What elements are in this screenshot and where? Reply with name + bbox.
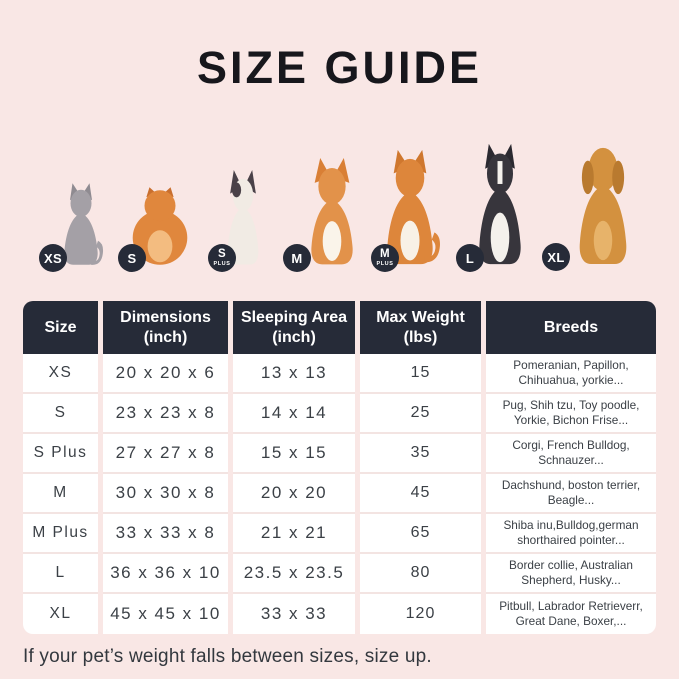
cell-max-weight: 25 xyxy=(360,394,481,434)
col-header-size: Size xyxy=(23,301,98,354)
size-table: Size Dimensions (inch) Sleeping Area (in… xyxy=(23,301,656,634)
cell-max-weight: 120 xyxy=(360,594,481,634)
table-header-row: Size Dimensions (inch) Sleeping Area (in… xyxy=(23,301,656,354)
badge-label: L xyxy=(465,250,475,266)
cell-sleeping-area: 23.5 x 23.5 xyxy=(233,554,355,594)
size-badge-s-plus: S PLUS xyxy=(208,244,236,272)
pets-row: XS S S PLUS xyxy=(0,130,679,290)
badge-label: XS xyxy=(44,250,62,266)
table-row: L 36 x 36 x 10 23.5 x 23.5 80 Border col… xyxy=(23,554,656,594)
header-line1: Max Weight xyxy=(376,309,465,327)
cell-max-weight: 35 xyxy=(360,434,481,474)
cell-max-weight: 80 xyxy=(360,554,481,594)
cell-size: XL xyxy=(23,594,98,634)
header-line1: Sleeping Area xyxy=(240,309,348,327)
cell-max-weight: 65 xyxy=(360,514,481,554)
header-line1: Dimensions xyxy=(120,309,211,327)
cell-breeds: Border collie, Australian Shepherd, Husk… xyxy=(486,554,656,594)
french-bulldog-icon xyxy=(227,170,259,265)
cell-size: S Plus xyxy=(23,434,98,474)
cell-dimensions: 20 x 20 x 6 xyxy=(103,354,228,394)
table-body: XS 20 x 20 x 6 13 x 13 15 Pomeranian, Pa… xyxy=(23,354,656,634)
badge-sublabel: PLUS xyxy=(213,260,231,267)
header-line2: (inch) xyxy=(272,328,316,346)
border-collie-icon xyxy=(479,143,521,265)
table-row: XL 45 x 45 x 10 33 x 33 120 Pitbull, Lab… xyxy=(23,594,656,634)
cell-breeds: Pomeranian, Papillon, Chihuahua, yorkie.… xyxy=(486,354,656,394)
pet-shiba-inu-illustration xyxy=(376,148,444,266)
col-header-sleeping-area: Sleeping Area (inch) xyxy=(233,301,355,354)
cell-dimensions: 30 x 30 x 8 xyxy=(103,474,228,514)
col-header-dimensions: Dimensions (inch) xyxy=(103,301,228,354)
cell-size: M Plus xyxy=(23,514,98,554)
cell-size: XS xyxy=(23,354,98,394)
col-header-breeds: Breeds xyxy=(486,301,656,354)
cell-max-weight: 45 xyxy=(360,474,481,514)
header-line1: Breeds xyxy=(543,318,599,336)
cell-size: L xyxy=(23,554,98,594)
cell-sleeping-area: 33 x 33 xyxy=(233,594,355,634)
cell-dimensions: 23 x 23 x 8 xyxy=(103,394,228,434)
cell-dimensions: 33 x 33 x 8 xyxy=(103,514,228,554)
pet-border-collie-illustration xyxy=(469,142,531,266)
size-badge-s: S xyxy=(118,244,146,272)
cell-breeds: Dachshund, boston terrier, Beagle... xyxy=(486,474,656,514)
cell-sleeping-area: 20 x 20 xyxy=(233,474,355,514)
cell-dimensions: 27 x 27 x 8 xyxy=(103,434,228,474)
badge-label: M xyxy=(291,250,303,266)
size-badge-l: L xyxy=(456,244,484,272)
table-row: XS 20 x 20 x 6 13 x 13 15 Pomeranian, Pa… xyxy=(23,354,656,394)
badge-sublabel: PLUS xyxy=(376,260,394,267)
cell-breeds: Shiba inu,Bulldog,german shorthaired poi… xyxy=(486,514,656,554)
badge-label: S xyxy=(218,248,226,260)
size-badge-m: M xyxy=(283,244,311,272)
size-badge-xs: XS xyxy=(39,244,67,272)
page-title: SIZE GUIDE xyxy=(196,42,483,93)
cell-sleeping-area: 14 x 14 xyxy=(233,394,355,434)
cell-breeds: Corgi, French Bulldog, Schnauzer... xyxy=(486,434,656,474)
cell-sleeping-area: 15 x 15 xyxy=(233,434,355,474)
cell-dimensions: 36 x 36 x 10 xyxy=(103,554,228,594)
header-line2: (lbs) xyxy=(403,328,438,346)
cell-size: M xyxy=(23,474,98,514)
corgi-icon xyxy=(311,158,353,265)
size-badge-m-plus: M PLUS xyxy=(371,244,399,272)
cell-breeds: Pug, Shih tzu, Toy poodle, Yorkie, Bicho… xyxy=(486,394,656,434)
table-row: M 30 x 30 x 8 20 x 20 45 Dachshund, bost… xyxy=(23,474,656,514)
cell-max-weight: 15 xyxy=(360,354,481,394)
cell-breeds: Pitbull, Labrador Retrieverr, Great Dane… xyxy=(486,594,656,634)
cell-dimensions: 45 x 45 x 10 xyxy=(103,594,228,634)
size-up-note: If your pet’s weight falls between sizes… xyxy=(23,646,432,667)
header-line2: (inch) xyxy=(143,328,188,346)
pet-pomeranian-illustration xyxy=(129,186,191,266)
header-line1: Size xyxy=(44,318,77,336)
cell-sleeping-area: 21 x 21 xyxy=(233,514,355,554)
table-row: S Plus 27 x 27 x 8 15 x 15 35 Corgi, Fre… xyxy=(23,434,656,474)
cat-icon xyxy=(64,183,104,265)
size-badge-xl: XL xyxy=(542,243,570,271)
badge-label: S xyxy=(127,250,137,266)
cell-size: S xyxy=(23,394,98,434)
shiba-inu-icon xyxy=(387,149,440,265)
table-row: S 23 x 23 x 8 14 x 14 25 Pug, Shih tzu, … xyxy=(23,394,656,434)
col-header-max-weight: Max Weight (lbs) xyxy=(360,301,481,354)
badge-label: M xyxy=(380,248,390,260)
pet-french-bulldog-illustration xyxy=(220,170,266,266)
pomeranian-icon xyxy=(132,187,188,265)
pet-golden-retriever-illustration xyxy=(570,138,636,266)
table-row: M Plus 33 x 33 x 8 21 x 21 65 Shiba inu,… xyxy=(23,514,656,554)
badge-label: XL xyxy=(547,249,565,265)
cell-sleeping-area: 13 x 13 xyxy=(233,354,355,394)
golden-retriever-icon xyxy=(579,147,627,265)
pet-cat-illustration xyxy=(56,182,106,266)
pet-corgi-illustration xyxy=(301,158,363,266)
